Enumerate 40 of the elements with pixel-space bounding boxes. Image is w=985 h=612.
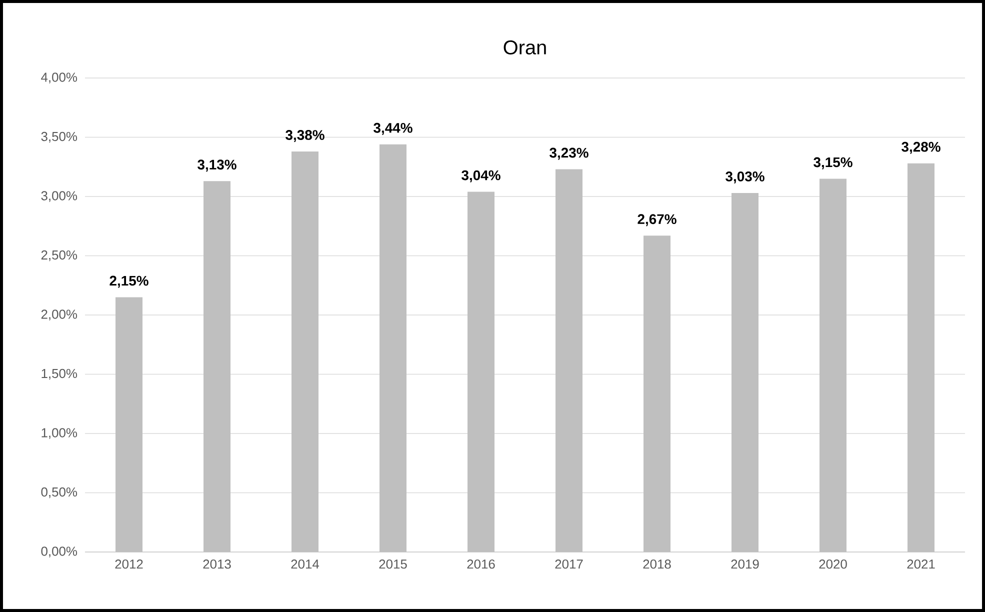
x-tick-label: 2017 <box>555 560 583 569</box>
bar <box>732 192 759 552</box>
data-label: 3,04% <box>462 170 500 182</box>
data-label: 3,03% <box>726 172 764 184</box>
data-label: 3,15% <box>814 157 852 170</box>
x-tick-label: 2016 <box>467 560 495 569</box>
x-tick-label: 2012 <box>115 560 143 569</box>
bar <box>820 178 847 552</box>
bar <box>644 236 671 552</box>
bar <box>468 192 495 552</box>
bar <box>380 144 407 552</box>
bar <box>556 169 583 552</box>
data-label: 2,15% <box>110 276 148 288</box>
bar <box>116 297 142 552</box>
chart-title: Oran <box>504 40 546 54</box>
y-tick-label: 2,00% <box>41 310 78 320</box>
data-label: 2,67% <box>638 214 676 226</box>
data-label: 3,28% <box>902 142 940 154</box>
data-label: 3,23% <box>550 148 588 160</box>
data-label: 3,13% <box>198 160 236 172</box>
x-tick-label: 2015 <box>379 560 407 569</box>
y-tick-label: 1,50% <box>42 368 78 380</box>
x-tick-label: 2013 <box>203 560 231 569</box>
y-tick-label: 4,00% <box>41 72 78 84</box>
data-label: 3,38% <box>286 130 324 142</box>
bar <box>908 163 935 552</box>
bar <box>292 151 319 552</box>
y-tick-label: 3,50% <box>41 132 78 143</box>
y-tick-label: 1,00% <box>42 428 78 439</box>
bar <box>204 181 231 552</box>
data-label: 3,44% <box>374 122 412 135</box>
y-tick-label: 3,00% <box>41 191 78 202</box>
x-tick-label: 2021 <box>907 560 935 569</box>
x-tick-label: 2020 <box>819 560 847 569</box>
y-tick-label: 0,00% <box>41 546 78 558</box>
y-tick-label: 0,50% <box>41 487 78 498</box>
x-tick-label: 2019 <box>731 560 759 569</box>
x-tick-label: 2018 <box>643 560 671 569</box>
y-tick-label: 2,50% <box>41 250 78 262</box>
x-tick-label: 2014 <box>291 560 320 569</box>
